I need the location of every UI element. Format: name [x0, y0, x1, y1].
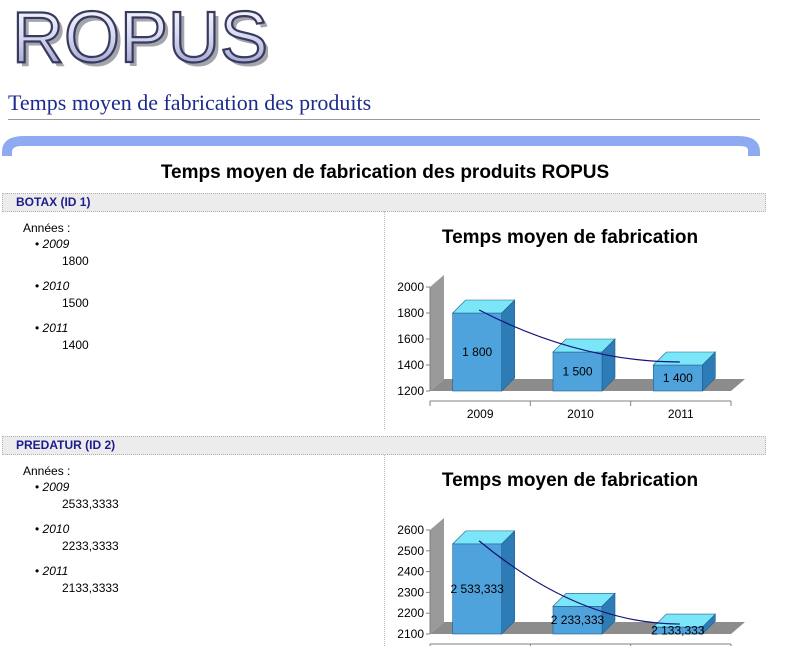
- chart-svg-botax: Temps moyen de fabrication 1200 1400 1600 18…: [397, 227, 745, 421]
- list-item: 2011 2133,3333: [35, 564, 119, 595]
- report-title: Temps moyen de fabrication des produits …: [160, 162, 610, 183]
- y-tick-label: 1400: [397, 358, 424, 372]
- y-tick-label: 1800: [397, 306, 424, 320]
- year-label: 2011: [35, 321, 89, 335]
- year-value: 1500: [62, 296, 89, 310]
- years-list-botax: Années : 2009 1800 2010 1500 2011 1400: [23, 221, 89, 363]
- data-label: 2 133,333: [651, 624, 705, 638]
- x-tick-label: 2010: [567, 407, 594, 421]
- title-divider: [8, 119, 760, 120]
- bar: [452, 312, 502, 392]
- year-label: 2009: [35, 480, 119, 494]
- bar: [452, 543, 502, 635]
- logo-shadow: ROPUS: [16, 2, 268, 78]
- list-item: 2009 2533,3333: [35, 480, 119, 511]
- year-value: 2133,3333: [62, 581, 119, 595]
- page-title: Temps moyen de fabrication des produits: [8, 90, 372, 115]
- year-label: 2010: [35, 522, 119, 536]
- product-header-botax: BOTAX (ID 1): [2, 193, 766, 212]
- bar: [653, 364, 703, 392]
- year-value: 2533,3333: [62, 497, 119, 511]
- trend-line: [478, 540, 680, 625]
- trend-line: [478, 309, 680, 363]
- ropus-logo: ROPUS ROPUS: [11, 0, 268, 78]
- y-tick-label: 2600: [397, 523, 424, 537]
- bar-side: [501, 299, 515, 392]
- list-item: 2010 1500: [35, 279, 89, 310]
- chart-title: Temps moyen de fabrication: [442, 470, 698, 491]
- bar: [552, 351, 603, 392]
- data-label: 2 533,333: [450, 582, 504, 596]
- years-list-predatur: Années : 2009 2533,3333 2010 2233,3333 201…: [23, 464, 119, 606]
- y-tick-label: 2300: [397, 585, 424, 599]
- product-header-predatur: PREDATUR (ID 2): [2, 436, 766, 455]
- bar-top: [451, 530, 516, 545]
- years-label: Années :: [23, 221, 71, 235]
- y-tick-label: 2100: [397, 627, 424, 641]
- year-label: 2010: [35, 279, 89, 293]
- chart-botax: Temps moyen de fabrication 1200 1400 1600 18…: [385, 213, 765, 428]
- chart-title: Temps moyen de fabrication: [442, 227, 698, 248]
- y-tick-label: 1600: [397, 332, 424, 346]
- data-label: 2 233,333: [551, 613, 605, 627]
- y-tick-label: 2200: [397, 606, 424, 620]
- years-label: Années :: [23, 464, 71, 478]
- y-tick-label: 2000: [397, 280, 424, 294]
- logo-text: ROPUS: [12, 0, 268, 78]
- y-tick-label: 2500: [397, 544, 424, 558]
- bar: [552, 605, 603, 635]
- list-item: 2010 2233,3333: [35, 522, 119, 553]
- bar-top: [552, 338, 616, 353]
- product-header-label: BOTAX (ID 1): [16, 195, 91, 209]
- chart-svg-predatur: Temps moyen de fabrication 2100 2200 2300 24…: [397, 470, 745, 646]
- year-value: 1800: [62, 254, 89, 268]
- year-label: 2009: [35, 237, 89, 251]
- x-tick-label: 2009: [467, 407, 494, 421]
- header-band: [2, 136, 760, 156]
- list-item: 2009 1800: [35, 237, 89, 268]
- year-value: 1400: [62, 338, 89, 352]
- data-label: 1 400: [663, 371, 693, 385]
- data-label: 1 500: [562, 365, 592, 379]
- y-tick-label: 2400: [397, 565, 424, 579]
- year-label: 2011: [35, 564, 119, 578]
- chart-predatur: Temps moyen de fabrication 2100 2200 2300 24…: [385, 456, 765, 646]
- data-label: 1 800: [462, 345, 492, 359]
- product-header-label: PREDATUR (ID 2): [16, 438, 116, 452]
- chart-side-wall: [430, 275, 444, 391]
- x-tick-label: 2011: [668, 407, 694, 421]
- year-value: 2233,3333: [62, 539, 119, 553]
- column-divider: [384, 211, 385, 429]
- chart-side-wall: [430, 518, 444, 634]
- list-item: 2011 1400: [35, 321, 89, 352]
- column-divider: [384, 455, 385, 646]
- y-tick-label: 1200: [397, 384, 424, 398]
